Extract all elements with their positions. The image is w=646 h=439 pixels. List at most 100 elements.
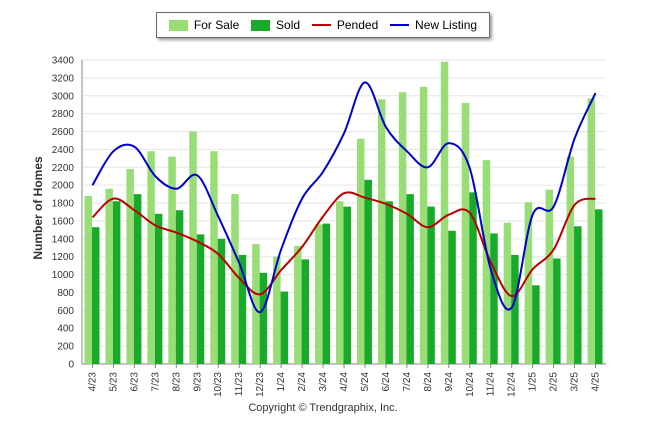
- y-tick-label: 1800: [52, 199, 75, 210]
- bar-sold: [490, 233, 498, 364]
- bar-sold: [112, 201, 121, 364]
- bar-for-sale: [587, 98, 596, 365]
- x-tick-label: 8/23: [171, 372, 182, 392]
- legend-swatch-pended: [311, 24, 331, 26]
- y-tick-label: 2800: [52, 109, 75, 120]
- copyright-footer: Copyright © Trendgraphix, Inc.: [248, 402, 398, 414]
- bar-for-sale: [377, 99, 386, 364]
- x-tick-label: 11/23: [234, 372, 245, 397]
- y-tick-label: 1400: [52, 234, 75, 245]
- y-tick-label: 1000: [52, 270, 75, 281]
- bar-for-sale: [440, 61, 449, 364]
- bar-sold: [154, 213, 163, 364]
- line-new-listing: [91, 81, 597, 314]
- x-tick-label: 2/24: [297, 372, 308, 392]
- bar-for-sale: [294, 245, 302, 364]
- x-tick-label: 1/25: [528, 372, 539, 392]
- bar-for-sale: [356, 138, 365, 364]
- bar-for-sale: [566, 156, 575, 364]
- line-pended: [91, 191, 596, 298]
- bar-sold: [427, 206, 435, 364]
- bar-sold: [469, 192, 477, 364]
- bar-for-sale: [482, 160, 491, 364]
- legend-label-for-sale: For Sale: [193, 18, 240, 32]
- x-tick-label: 9/24: [444, 372, 455, 392]
- bar-for-sale: [273, 256, 281, 364]
- legend-item-new-listing: New Listing: [390, 18, 477, 32]
- y-tick-label: 2000: [52, 181, 75, 192]
- bar-for-sale: [147, 151, 155, 364]
- x-tick-label: 4/23: [87, 372, 98, 392]
- bar-sold: [259, 272, 268, 364]
- y-tick-label: 600: [57, 306, 74, 317]
- bar-sold: [595, 209, 603, 364]
- bar-for-sale: [336, 201, 344, 364]
- bar-sold: [217, 238, 226, 364]
- x-tick-label: 5/23: [108, 372, 119, 392]
- bar-sold: [280, 291, 289, 364]
- y-tick-label: 3000: [52, 91, 75, 102]
- x-tick-label: 10/24: [465, 372, 476, 397]
- bar-sold: [301, 259, 310, 364]
- bar-sold: [196, 234, 205, 364]
- legend-swatch-for-sale: [168, 19, 188, 31]
- bar-for-sale: [105, 188, 113, 364]
- y-tick-label: 1200: [52, 252, 75, 263]
- x-tick-label: 8/24: [423, 372, 434, 392]
- bar-for-sale: [461, 102, 470, 364]
- x-tick-label: 6/23: [129, 372, 140, 392]
- bar-sold: [574, 226, 582, 364]
- bar-sold: [553, 258, 561, 364]
- x-tick-label: 6/24: [381, 372, 392, 392]
- bar-sold: [406, 194, 414, 364]
- bar-sold: [511, 254, 519, 364]
- y-tick-label: 0: [68, 360, 74, 371]
- y-tick-label: 400: [57, 324, 74, 335]
- x-tick-label: 7/24: [402, 372, 413, 392]
- x-tick-label: 12/24: [507, 372, 518, 397]
- bar-for-sale: [126, 169, 134, 364]
- bar-sold: [133, 194, 142, 364]
- bar-for-sale: [210, 151, 218, 364]
- bar-for-sale: [315, 224, 323, 364]
- x-tick-label: 1/24: [276, 372, 287, 392]
- bar-for-sale: [189, 131, 197, 364]
- legend: For Sale Sold Pended New Listing: [156, 12, 490, 38]
- bar-for-sale: [231, 194, 239, 364]
- bar-sold: [322, 223, 331, 364]
- x-tick-label: 12/23: [255, 372, 266, 397]
- bar-sold: [385, 201, 393, 364]
- legend-label-new-listing: New Listing: [415, 18, 478, 32]
- y-tick-label: 3200: [52, 73, 75, 84]
- bar-sold: [91, 227, 100, 364]
- bar-sold: [364, 179, 372, 364]
- bar-for-sale: [398, 92, 407, 364]
- y-tick-label: 2200: [52, 163, 75, 174]
- legend-item-sold: Sold: [251, 18, 300, 32]
- legend-label-pended: Pended: [336, 18, 379, 32]
- y-tick-label: 2600: [52, 127, 75, 138]
- y-tick-label: 200: [57, 342, 74, 353]
- bar-for-sale: [545, 189, 554, 364]
- x-tick-label: 10/23: [213, 372, 224, 397]
- bar-for-sale: [168, 156, 176, 364]
- x-tick-label: 11/24: [486, 372, 497, 397]
- x-tick-label: 3/24: [318, 372, 329, 392]
- bar-sold: [175, 210, 184, 364]
- bar-sold: [238, 254, 247, 364]
- x-tick-label: 4/25: [591, 372, 602, 392]
- x-tick-label: 5/24: [360, 372, 371, 392]
- bar-sold: [532, 285, 540, 364]
- x-tick-label: 7/23: [150, 372, 161, 392]
- y-tick-label: 1600: [52, 216, 75, 227]
- bar-for-sale: [524, 202, 533, 364]
- legend-swatch-sold: [251, 19, 271, 31]
- x-tick-label: 2/25: [549, 372, 560, 392]
- bar-sold: [448, 230, 456, 364]
- x-tick-label: 3/25: [570, 372, 581, 392]
- x-tick-label: 9/23: [192, 372, 203, 392]
- legend-label-sold: Sold: [276, 18, 301, 32]
- bar-for-sale: [252, 244, 260, 364]
